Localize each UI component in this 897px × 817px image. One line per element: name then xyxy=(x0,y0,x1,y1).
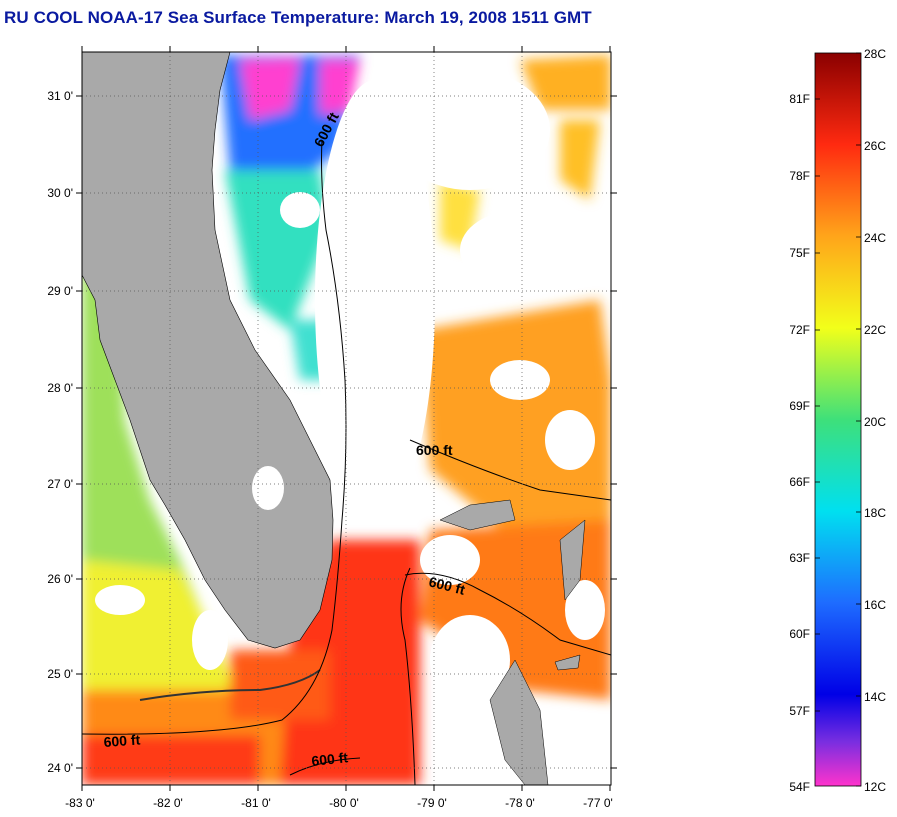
lon-tick-label: -81 0' xyxy=(241,796,271,810)
lat-tick-label: 24 0' xyxy=(47,761,73,775)
grand-bahama-land xyxy=(439,499,516,531)
contour-label: 600 ft xyxy=(103,731,141,750)
lon-tick-label: -82 0' xyxy=(153,796,183,810)
colorbar-f-label: 63F xyxy=(789,551,810,565)
lat-tick-label: 30 0' xyxy=(47,186,73,200)
colorbar xyxy=(814,52,862,787)
colorbar-c-label: 20C xyxy=(864,415,886,429)
lat-tick-label: 28 0' xyxy=(47,381,73,395)
colorbar-f-label: 66F xyxy=(789,475,810,489)
sst-data-layer: 600 ft 600 ft 600 ft 600 ft 600 ft xyxy=(82,52,611,785)
lon-tick-label: -83 0' xyxy=(65,796,95,810)
colorbar-ticks xyxy=(815,52,861,787)
lon-tick-label: -79 0' xyxy=(417,796,447,810)
graticule xyxy=(82,52,611,785)
colorbar-f-label: 69F xyxy=(789,399,810,413)
abaco-land xyxy=(559,519,586,601)
colorbar-c-label: 12C xyxy=(864,780,886,794)
chart-title: RU COOL NOAA-17 Sea Surface Temperature:… xyxy=(4,8,592,27)
colorbar-c-label: 28C xyxy=(864,47,886,61)
colorbar-fahrenheit-labels: 81F 78F 75F 72F 69F 66F 63F 60F 57F 54F xyxy=(789,92,810,794)
lat-tick-label: 27 0' xyxy=(47,477,73,491)
colorbar-c-label: 18C xyxy=(864,506,886,520)
colorbar-c-label: 22C xyxy=(864,323,886,337)
colorbar-f-label: 54F xyxy=(789,780,810,794)
contour-label: 600 ft xyxy=(416,442,453,458)
cloud-patches xyxy=(95,70,605,705)
colorbar-f-label: 81F xyxy=(789,92,810,106)
lat-tick-label: 26 0' xyxy=(47,572,73,586)
colorbar-c-label: 16C xyxy=(864,598,886,612)
florida-keys xyxy=(139,669,321,701)
axis-ticks xyxy=(76,46,617,791)
colorbar-f-label: 78F xyxy=(789,169,810,183)
lat-tick-label: 25 0' xyxy=(47,667,73,681)
lat-tick-label: 29 0' xyxy=(47,284,73,298)
lon-tick-label: -80 0' xyxy=(329,796,359,810)
lake-okeechobee xyxy=(252,466,284,510)
colorbar-f-label: 75F xyxy=(789,246,810,260)
contour-label: 600 ft xyxy=(311,749,349,769)
colorbar-c-label: 14C xyxy=(864,690,886,704)
colorbar-f-label: 60F xyxy=(789,627,810,641)
lon-tick-label: -77 0' xyxy=(583,796,613,810)
colorbar-f-label: 57F xyxy=(789,704,810,718)
lon-tick-label: -78 0' xyxy=(505,796,535,810)
colorbar-c-label: 26C xyxy=(864,139,886,153)
isobath-600ft xyxy=(82,139,611,785)
colorbar-c-label: 24C xyxy=(864,231,886,245)
nassau-land xyxy=(554,654,581,671)
andros-land xyxy=(489,659,549,785)
longitude-labels: -83 0' -82 0' -81 0' -80 0' -79 0' -78 0… xyxy=(65,796,613,810)
latitude-labels: 31 0' 30 0' 29 0' 28 0' 27 0' 26 0' 25 0… xyxy=(47,89,73,775)
lat-tick-label: 31 0' xyxy=(47,89,73,103)
colorbar-f-label: 72F xyxy=(789,323,810,337)
colorbar-celsius-labels: 28C 26C 24C 22C 20C 18C 16C 14C 12C xyxy=(864,47,886,794)
